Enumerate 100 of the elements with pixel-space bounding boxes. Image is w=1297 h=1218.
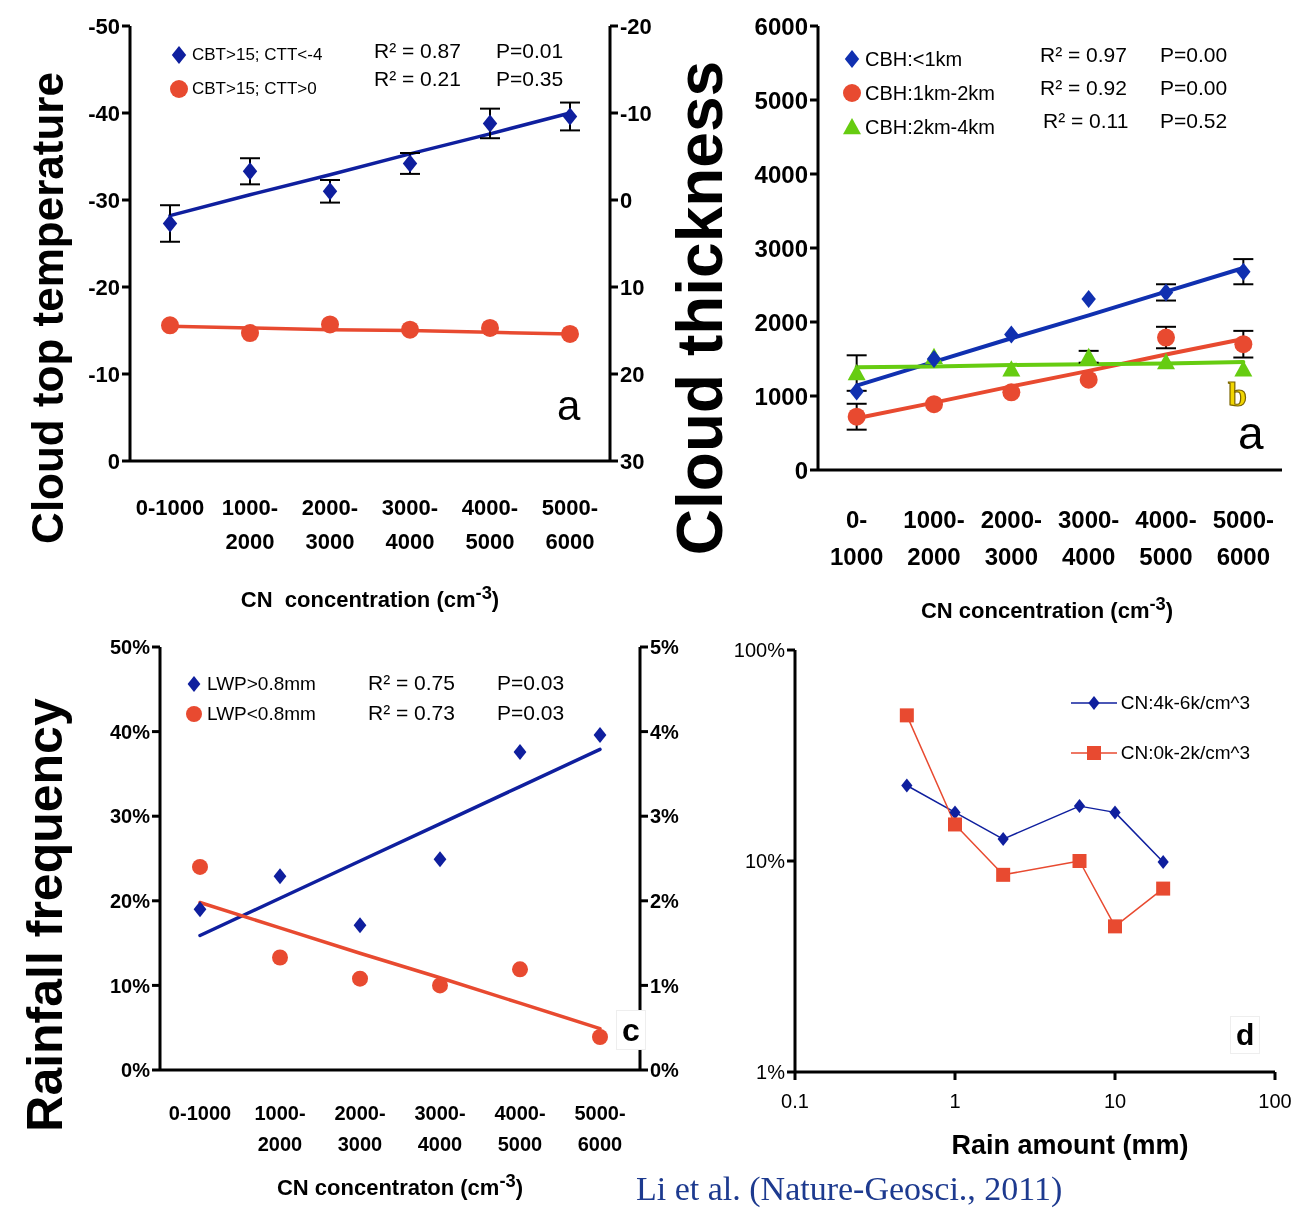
- point: [192, 858, 208, 875]
- y-tick-label: 6000: [754, 12, 808, 40]
- x-tick-label: 4000-5000: [494, 1102, 546, 1155]
- annotation: d: [1230, 1016, 1261, 1054]
- y-tick-label: -50: [88, 13, 120, 39]
- point: [592, 1029, 608, 1046]
- legend-label: CBT>15; CTT>0: [192, 79, 317, 99]
- annotation: R² = 0.92: [1040, 76, 1127, 99]
- point: [162, 214, 178, 233]
- line-series: [198, 747, 602, 938]
- y-tick-label: 0: [107, 448, 120, 474]
- x-tick-label: 0-1000: [168, 1102, 232, 1124]
- y2-tick-label: -20: [620, 13, 652, 39]
- annotation: R² = 0.87: [374, 39, 461, 62]
- y2-tick-label: 20: [620, 361, 645, 387]
- point: [1236, 262, 1251, 281]
- y-tick-label: -40: [88, 100, 120, 126]
- annotation: P=0.52: [1160, 109, 1228, 132]
- annotation: P=0.00: [1160, 76, 1228, 99]
- annotation: a: [557, 382, 581, 429]
- x-tick-label: 1: [949, 1090, 961, 1113]
- point: [1081, 290, 1096, 309]
- point: [242, 162, 258, 181]
- annotation: P=0.01: [496, 39, 564, 62]
- annotation: P=0.35: [496, 67, 564, 90]
- y-axis-title: Cloud thickness: [663, 60, 737, 556]
- legend-label: LWP>0.8mm: [207, 673, 316, 695]
- y-tick-label: 3000: [754, 234, 808, 262]
- legend-label: CN:4k-6k/cm^3: [1120, 692, 1250, 714]
- y-tick-label: 1000: [754, 382, 808, 410]
- x-tick-label: 4000-5000: [461, 495, 519, 555]
- y2-tick-label: 2%: [650, 889, 680, 912]
- x-axis-title: Rain amount (mm): [951, 1130, 1189, 1161]
- x-tick-label: 2000-3000: [301, 495, 359, 555]
- point: [926, 350, 942, 368]
- y-tick-label: 30%: [109, 805, 151, 828]
- x-tick-label: 1000-2000: [221, 495, 279, 555]
- y-tick-label: 0%: [121, 1059, 151, 1082]
- x-tick-label: 2000-3000: [334, 1102, 386, 1155]
- x-tick-label: 1000-2000: [903, 506, 965, 571]
- point: [432, 977, 448, 994]
- annotation: R² = 0.73: [368, 701, 455, 724]
- point: [433, 851, 447, 868]
- y2-tick-label: 1%: [650, 974, 680, 997]
- point: [512, 961, 528, 978]
- legend-label: LWP<0.8mm: [207, 703, 316, 725]
- point: [1002, 360, 1021, 377]
- annotation: P=0.03: [497, 701, 565, 724]
- x-axis-title: CN concentraton (cm$^{-3}$): [276, 1170, 524, 1202]
- annotation: R² = 0.75: [368, 671, 455, 694]
- x-tick-label: 4000-5000: [1135, 506, 1197, 571]
- x-tick-label: 5000-6000: [541, 495, 599, 555]
- x-tick-label: 3000-4000: [381, 495, 439, 555]
- x-tick-label: 10: [1103, 1090, 1127, 1113]
- x-axis-title: CN concentration (cm$^{-3}$): [920, 593, 1174, 625]
- x-tick-label: 1000-2000: [254, 1102, 306, 1155]
- x-tick-label: 0-1000: [829, 506, 884, 571]
- y2-tick-label: 0%: [650, 1059, 680, 1082]
- x-axis-title: CN concentration (cm$^{-3}$): [240, 582, 500, 614]
- y-tick-label: 20%: [109, 889, 151, 912]
- y-tick-label: 0: [794, 456, 808, 484]
- y-tick-label: 10%: [744, 850, 786, 873]
- point: [1234, 335, 1253, 354]
- y-tick-label: 10%: [109, 974, 151, 997]
- x-tick-label: 3000-4000: [414, 1102, 466, 1155]
- y-tick-label: 50%: [109, 636, 151, 659]
- annotation: c: [616, 1010, 646, 1050]
- annotation: P=0.00: [1160, 43, 1228, 66]
- x-tick-label: 5000-6000: [574, 1102, 626, 1155]
- y-tick-label: -10: [88, 361, 120, 387]
- annotation: R² = 0.97: [1040, 43, 1127, 66]
- y2-tick-label: 30: [620, 448, 645, 474]
- y2-tick-label: 10: [620, 274, 645, 300]
- y-tick-label: 100%: [733, 639, 786, 662]
- point: [273, 868, 287, 885]
- point: [1079, 370, 1098, 389]
- point: [593, 726, 607, 743]
- point: [193, 901, 207, 918]
- annotation: P=0.03: [497, 671, 565, 694]
- y-tick-label: 2000: [754, 308, 808, 336]
- y-tick-label: 4000: [754, 160, 808, 188]
- x-tick-label: 2000-3000: [980, 506, 1043, 571]
- point: [1157, 352, 1175, 370]
- point: [352, 970, 368, 987]
- point: [513, 743, 527, 760]
- y2-tick-label: 4%: [650, 720, 680, 743]
- y-tick-label: -30: [88, 187, 120, 213]
- x-tick-label: 5000-6000: [1212, 506, 1275, 571]
- y2-tick-label: 3%: [650, 805, 680, 828]
- legend-label: CBH:2km-4km: [865, 115, 996, 139]
- y-tick-label: 40%: [109, 720, 151, 743]
- y-axis-title: Cloud top temperature: [23, 72, 73, 544]
- y2-tick-label: -10: [620, 100, 652, 126]
- point: [562, 107, 578, 126]
- x-tick-label: 3000-4000: [1057, 506, 1120, 571]
- y-tick-label: -20: [88, 274, 120, 300]
- point: [849, 382, 864, 401]
- y-axis-title: Rainfall frequency: [16, 698, 74, 1132]
- point: [1004, 325, 1019, 344]
- y2-tick-label: 0: [620, 187, 633, 213]
